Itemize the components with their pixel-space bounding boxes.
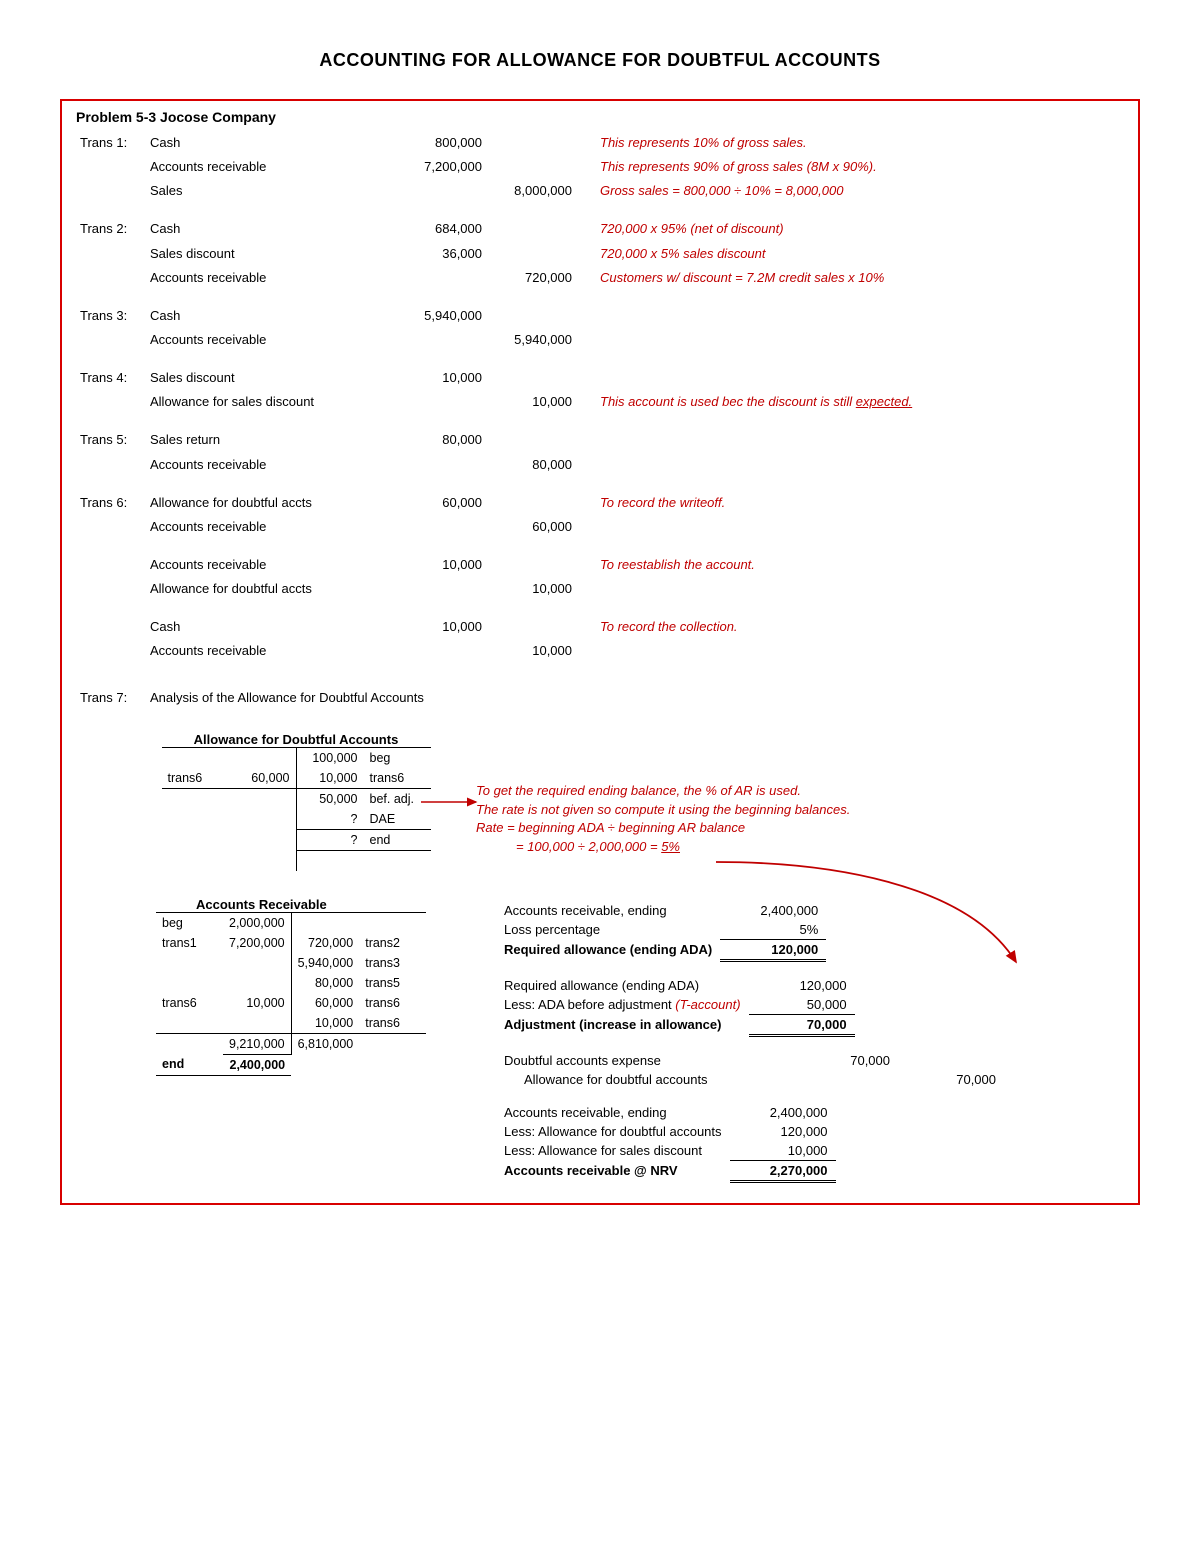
credit: 10,000	[486, 577, 576, 601]
account: Cash	[146, 615, 396, 639]
problem-frame: Problem 5-3 Jocose Company Trans 1: Cash…	[60, 99, 1140, 1205]
debit: 10,000	[396, 615, 486, 639]
debit: 800,000	[396, 131, 486, 155]
page-title: ACCOUNTING FOR ALLOWANCE FOR DOUBTFUL AC…	[60, 50, 1140, 71]
debit: 36,000	[396, 242, 486, 266]
problem-header: Problem 5-3 Jocose Company	[76, 109, 1124, 125]
note: This represents 90% of gross sales (8M x…	[596, 155, 1124, 179]
account: Sales	[146, 179, 396, 203]
account: Allowance for doubtful accts	[146, 491, 396, 515]
account: Allowance for sales discount	[146, 390, 396, 414]
calc-adjustment: Required allowance (ending ADA)120,000 L…	[496, 976, 855, 1037]
t-account-ada: 100,000beg trans660,000 10,000trans6 50,…	[162, 747, 431, 871]
account: Sales discount	[146, 366, 396, 390]
account: Sales discount	[146, 242, 396, 266]
account: Sales return	[146, 428, 396, 452]
debit: 10,000	[396, 366, 486, 390]
trans-label: Trans 7:	[76, 686, 146, 710]
t-account-ar-title: Accounts Receivable	[156, 897, 456, 912]
note: This account is used bec the discount is…	[596, 390, 1124, 414]
credit: 60,000	[486, 515, 576, 539]
trans-label: Trans 3:	[76, 304, 146, 328]
debit: 684,000	[396, 217, 486, 241]
account: Cash	[146, 217, 396, 241]
account: Cash	[146, 304, 396, 328]
note: Gross sales = 800,000 ÷ 10% = 8,000,000	[596, 179, 1124, 203]
t-account-ada-title: Allowance for Doubtful Accounts	[156, 732, 436, 747]
trans7-text: Analysis of the Allowance for Doubtful A…	[146, 686, 1124, 710]
credit: 10,000	[486, 639, 576, 663]
debit: 5,940,000	[396, 304, 486, 328]
note: To record the collection.	[596, 615, 1124, 639]
account: Allowance for doubtful accts	[146, 577, 396, 601]
note: 720,000 x 95% (net of discount)	[596, 217, 1124, 241]
note: This represents 10% of gross sales.	[596, 131, 1124, 155]
calc-required-allowance: Accounts receivable, ending2,400,000 Los…	[496, 901, 826, 962]
account: Accounts receivable	[146, 453, 396, 477]
credit: 80,000	[486, 453, 576, 477]
debit: 10,000	[396, 553, 486, 577]
trans-label: Trans 5:	[76, 428, 146, 452]
note: 720,000 x 5% sales discount	[596, 242, 1124, 266]
debit: 80,000	[396, 428, 486, 452]
note: Customers w/ discount = 7.2M credit sale…	[596, 266, 1124, 290]
credit: 10,000	[486, 390, 576, 414]
credit: 8,000,000	[486, 179, 576, 203]
calc-journal-dae: Doubtful accounts expense70,000 Allowanc…	[496, 1051, 1004, 1089]
credit: 720,000	[486, 266, 576, 290]
journal-entries: Trans 1: Cash 800,000 This represents 10…	[76, 131, 1124, 710]
trans-label: Trans 4:	[76, 366, 146, 390]
account: Accounts receivable	[146, 553, 396, 577]
calc-nrv: Accounts receivable, ending2,400,000 Les…	[496, 1103, 836, 1183]
trans-label: Trans 6:	[76, 491, 146, 515]
rate-note: To get the required ending balance, the …	[476, 782, 1124, 857]
credit: 5,940,000	[486, 328, 576, 352]
account: Cash	[146, 131, 396, 155]
account: Accounts receivable	[146, 155, 396, 179]
debit: 60,000	[396, 491, 486, 515]
account: Accounts receivable	[146, 328, 396, 352]
note: To reestablish the account.	[596, 553, 1124, 577]
trans-label: Trans 1:	[76, 131, 146, 155]
trans-label: Trans 2:	[76, 217, 146, 241]
t-account-ar: beg2,000,000 trans17,200,000 720,000tran…	[156, 912, 426, 1076]
note: To record the writeoff.	[596, 491, 1124, 515]
account: Accounts receivable	[146, 515, 396, 539]
account: Accounts receivable	[146, 639, 396, 663]
account: Accounts receivable	[146, 266, 396, 290]
debit: 7,200,000	[396, 155, 486, 179]
